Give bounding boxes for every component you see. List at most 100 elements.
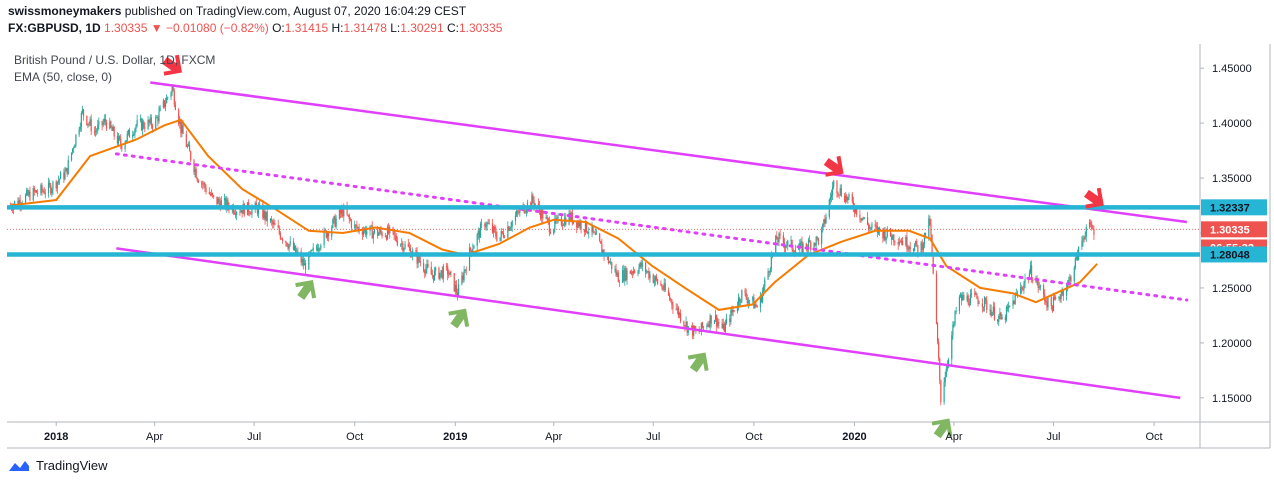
candle-body <box>667 290 670 296</box>
open-label: O: <box>272 21 285 35</box>
candle-body <box>109 121 111 129</box>
candle-body <box>1005 307 1008 320</box>
candle-body <box>461 275 463 285</box>
candle-body <box>578 221 580 227</box>
down-triangle-icon: ▼ <box>150 21 163 35</box>
price-tick-label: 1.25000 <box>1212 283 1252 295</box>
candle-body <box>250 213 252 215</box>
candle-body <box>947 359 950 365</box>
time-axis[interactable]: 2018 Apr Jul Oct 2019 Apr Jul Oct 2020 Apr Jul Oct <box>44 422 1163 443</box>
candle-body <box>792 249 794 252</box>
candle-body <box>445 266 448 267</box>
candle-body <box>1073 267 1075 282</box>
candle-body <box>476 234 478 246</box>
candle-body <box>732 310 734 313</box>
candle-body <box>530 202 532 207</box>
candle-body <box>370 225 372 227</box>
candle-body <box>721 323 723 329</box>
candle-body <box>196 178 198 181</box>
candle-body <box>140 118 143 131</box>
candle-body <box>308 252 310 270</box>
candle-body <box>347 214 349 216</box>
candle-body <box>166 97 168 104</box>
candle-body <box>472 248 474 253</box>
candle-body <box>285 241 287 243</box>
arrow-up-shape <box>687 352 709 373</box>
candle-body <box>1000 312 1002 320</box>
candle-body <box>800 241 802 243</box>
candle-body <box>953 323 955 325</box>
candle-body <box>487 222 489 224</box>
candle-body <box>999 312 1001 317</box>
candle-body <box>301 258 303 263</box>
candle-body <box>41 185 43 191</box>
candle-body <box>425 268 427 274</box>
candle-body <box>384 236 386 238</box>
candle-body <box>909 247 911 250</box>
candle-body <box>485 226 487 228</box>
candle-body <box>1004 316 1006 320</box>
publisher-name[interactable]: swissmoneymakers <box>8 4 122 18</box>
candle-body <box>939 358 941 381</box>
candle-body <box>386 226 389 240</box>
candle-body <box>990 309 992 316</box>
candle-body <box>713 320 716 324</box>
candle-body <box>447 266 449 275</box>
candle-body <box>311 249 313 251</box>
candle-body <box>44 192 46 194</box>
candle-body <box>639 262 641 267</box>
candle-body <box>886 228 888 237</box>
candle-body <box>685 321 687 327</box>
candle-body <box>1028 273 1031 280</box>
candle-body <box>508 226 510 231</box>
candle-body <box>608 262 611 264</box>
candle-body <box>813 243 815 250</box>
price-axis[interactable]: 1.450001.400001.350001.300001.250001.200… <box>1200 63 1252 405</box>
candle-body <box>531 195 533 207</box>
time-tick-label: Oct <box>1146 431 1163 443</box>
candle-body <box>540 210 542 219</box>
candle-body <box>218 198 220 203</box>
candle-body <box>923 232 926 245</box>
candle-body <box>141 121 144 131</box>
candle-body <box>871 224 873 228</box>
candle-body <box>396 241 398 246</box>
candle-body <box>908 247 910 250</box>
low-label: L: <box>390 21 401 35</box>
candle-body <box>649 274 651 279</box>
candle-body <box>164 103 167 107</box>
footer-brand[interactable]: TradingView <box>8 458 108 473</box>
candle-body <box>853 208 856 213</box>
close-value: 1.30335 <box>458 21 503 35</box>
time-tick-label: Apr <box>146 431 163 443</box>
candle-body <box>417 255 419 264</box>
candle-body <box>847 197 849 201</box>
candle-body <box>24 194 27 203</box>
time-tick-label: 2019 <box>443 431 467 443</box>
candle-body <box>33 188 35 192</box>
candle-body <box>501 231 503 233</box>
candle-body <box>494 226 496 230</box>
candle-body <box>135 125 137 129</box>
candle-body <box>372 232 374 239</box>
candle-body <box>477 230 479 235</box>
candle-body <box>1006 307 1009 309</box>
candle-body <box>638 266 640 273</box>
candle-body <box>249 212 251 214</box>
candle-body <box>194 169 196 173</box>
candle-body <box>96 130 98 132</box>
candle-body <box>759 295 762 308</box>
candle-body <box>861 217 863 221</box>
candle-body <box>339 209 342 214</box>
candle-body <box>731 309 733 313</box>
candle-body <box>279 233 281 239</box>
candle-body <box>763 286 765 292</box>
candle-body <box>143 121 145 128</box>
time-tick-label: Apr <box>945 431 962 443</box>
candle-body <box>454 284 456 292</box>
candle-body <box>442 266 444 279</box>
plot-area[interactable] <box>7 44 1200 422</box>
candle-body <box>205 187 207 192</box>
candle-body <box>561 225 564 226</box>
